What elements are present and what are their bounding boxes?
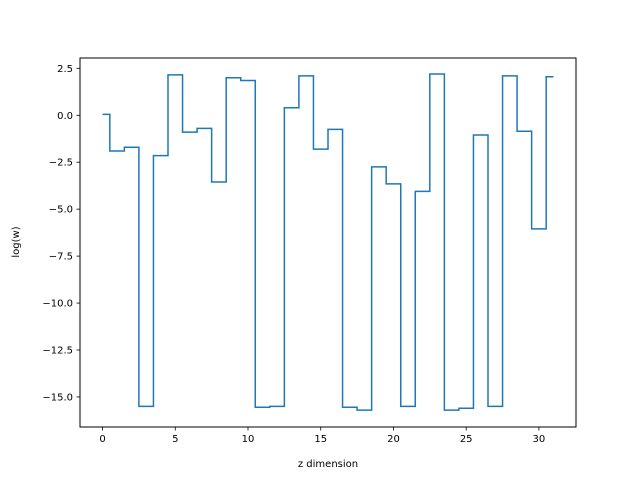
y-tick-label: −12.5 (42, 346, 73, 357)
y-tick-label: 2.5 (57, 64, 73, 75)
y-tick-label: −2.5 (49, 158, 73, 169)
axes-frame (79, 57, 577, 428)
x-tick-label: 20 (387, 434, 400, 445)
x-tick-label: 5 (172, 434, 178, 445)
y-tick-label: −15.0 (42, 392, 73, 403)
y-axis-label: log(w) (11, 226, 22, 257)
y-tick-label: −10.0 (42, 299, 73, 310)
y-tick-label: −7.5 (49, 252, 73, 263)
y-tick-label: 0.0 (57, 111, 73, 122)
x-axis: 0 5 10 15 20 25 30 (99, 427, 545, 445)
series-line (102, 73, 554, 411)
plot-area (102, 73, 554, 411)
x-tick-label: 30 (533, 434, 546, 445)
y-tick-label: −5.0 (49, 205, 73, 216)
x-tick-label: 10 (242, 434, 255, 445)
x-tick-label: 0 (99, 434, 105, 445)
x-tick-label: 25 (460, 434, 473, 445)
x-axis-label: z dimension (298, 459, 358, 470)
y-axis: 2.5 0.0 −2.5 −5.0 −7.5 −10.0 −12.5 −15.0 (42, 64, 80, 403)
x-tick-label: 15 (314, 434, 327, 445)
